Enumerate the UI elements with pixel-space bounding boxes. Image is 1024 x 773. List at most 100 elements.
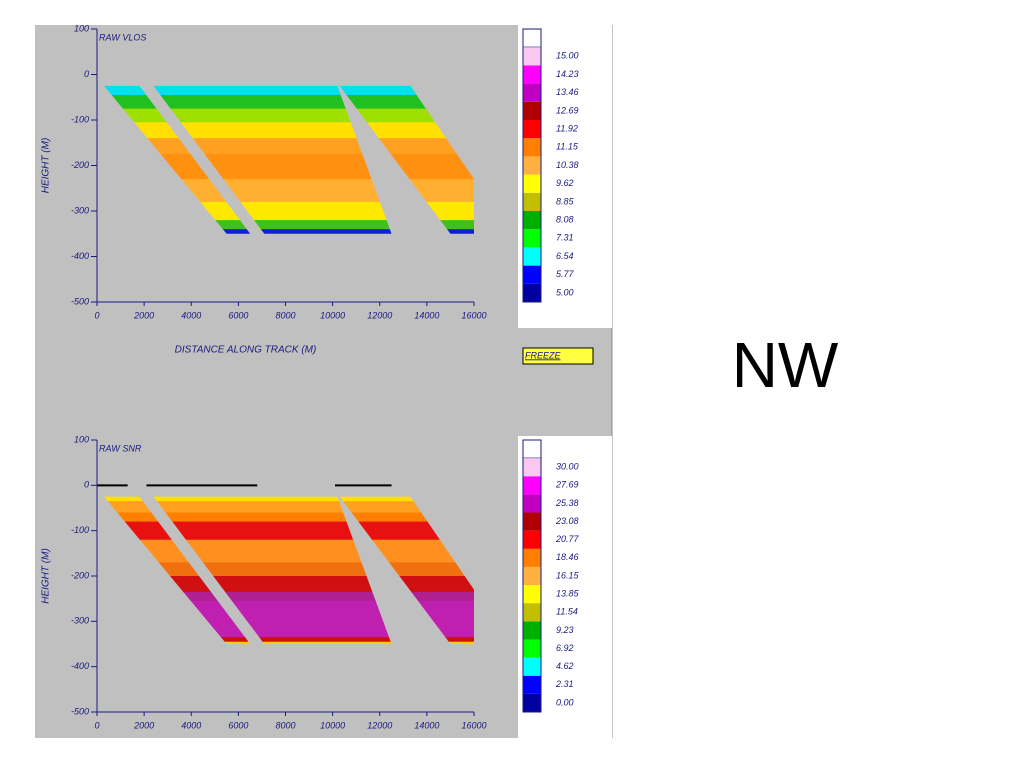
colorbar-label: 16.15 bbox=[556, 570, 580, 580]
swath-band bbox=[153, 229, 392, 234]
colorbar-box bbox=[523, 639, 541, 658]
swath-band bbox=[339, 512, 474, 523]
colorbar-box bbox=[523, 566, 541, 586]
colorbar-frame bbox=[522, 439, 542, 713]
x-axis-label: DISTANCE ALONG TRACK (M) bbox=[175, 345, 317, 356]
colorbar-box bbox=[523, 603, 541, 622]
y-tick-label: -100 bbox=[71, 114, 89, 124]
swath-band bbox=[339, 85, 474, 96]
colorbar-box bbox=[523, 476, 541, 495]
y-tick-label: -100 bbox=[71, 525, 89, 535]
colorbar-label: 30.00 bbox=[556, 462, 579, 472]
colorbar-box bbox=[523, 657, 541, 676]
colorbar-box bbox=[523, 229, 541, 248]
colorbar-box bbox=[523, 530, 541, 549]
swath-band bbox=[153, 562, 392, 577]
colorbar-label: 4.62 bbox=[556, 661, 574, 671]
swath-band bbox=[153, 641, 392, 644]
swath-band bbox=[153, 122, 392, 139]
colorbar-label: 7.31 bbox=[556, 233, 574, 243]
colorbar-label: 5.77 bbox=[556, 269, 575, 279]
swath-band bbox=[153, 637, 392, 643]
colorbar-box bbox=[523, 65, 541, 84]
colorbar-label: 20.77 bbox=[555, 534, 580, 544]
x-tick-label: 0 bbox=[94, 310, 99, 320]
colorbar-box bbox=[523, 138, 541, 157]
colorbar-top bbox=[522, 439, 542, 459]
colorbar-label: 2.31 bbox=[555, 679, 574, 689]
swath-band bbox=[153, 94, 392, 110]
y-axis-label: HEIGHT (M) bbox=[41, 548, 52, 604]
colorbar-box bbox=[523, 512, 541, 531]
y-tick-label: -400 bbox=[71, 661, 89, 671]
x-tick-label: 8000 bbox=[275, 720, 295, 730]
colorbar-label: 5.00 bbox=[556, 287, 574, 297]
x-tick-label: 6000 bbox=[228, 310, 248, 320]
x-tick-label: 16000 bbox=[461, 720, 486, 730]
y-tick-label: 100 bbox=[74, 23, 89, 33]
chart-title: RAW VLOS bbox=[99, 32, 146, 42]
colorbar-label: 11.54 bbox=[556, 607, 578, 617]
y-tick-label: -200 bbox=[71, 570, 89, 580]
x-tick-label: 8000 bbox=[275, 310, 295, 320]
colorbar-label: 25.38 bbox=[555, 498, 579, 508]
y-tick-label: -400 bbox=[71, 251, 89, 261]
colorbar-label: 10.38 bbox=[556, 160, 579, 170]
colorbar-label: 12.69 bbox=[556, 105, 579, 115]
x-tick-label: 14000 bbox=[414, 720, 439, 730]
colorbar-label: 6.54 bbox=[556, 251, 574, 261]
colorbar-box bbox=[523, 494, 541, 513]
colorbar-label: 6.92 bbox=[556, 643, 574, 653]
colorbar-box bbox=[523, 83, 541, 102]
freeze-button[interactable] bbox=[522, 347, 594, 365]
colorbar-label: 8.08 bbox=[556, 214, 574, 224]
swath-band bbox=[153, 220, 392, 230]
colorbar-box bbox=[523, 192, 541, 211]
x-tick-label: 4000 bbox=[181, 720, 201, 730]
y-tick-label: -300 bbox=[71, 205, 89, 215]
x-tick-label: 2000 bbox=[133, 310, 154, 320]
colorbar-label: 18.46 bbox=[556, 552, 579, 562]
colorbar-box bbox=[523, 548, 541, 567]
x-tick-label: 4000 bbox=[181, 310, 201, 320]
colorbar-label: 15.00 bbox=[556, 51, 579, 61]
x-tick-label: 10000 bbox=[320, 310, 345, 320]
colorbar-label: 8.85 bbox=[556, 196, 575, 206]
x-tick-label: 6000 bbox=[228, 720, 248, 730]
colorbar-box bbox=[523, 174, 541, 193]
x-tick-label: 12000 bbox=[367, 720, 392, 730]
colorbar-box bbox=[523, 283, 541, 302]
y-tick-label: -200 bbox=[71, 160, 89, 170]
swath-band bbox=[153, 496, 392, 502]
chart-title: RAW SNR bbox=[99, 443, 142, 453]
colorbar-box bbox=[523, 675, 541, 694]
slide-label: NW bbox=[732, 329, 839, 401]
x-tick-label: 14000 bbox=[414, 310, 439, 320]
colorbar-label: 13.85 bbox=[556, 589, 580, 599]
swath-band bbox=[153, 108, 392, 123]
swath-band bbox=[153, 501, 392, 514]
freeze-label[interactable]: FREEZE bbox=[525, 350, 562, 360]
swath-band bbox=[153, 539, 392, 563]
colorbar-box bbox=[523, 458, 541, 477]
x-tick-label: 0 bbox=[94, 720, 99, 730]
y-tick-label: -500 bbox=[71, 296, 89, 306]
colorbar-label: 23.08 bbox=[555, 516, 579, 526]
colorbar-box bbox=[523, 693, 541, 712]
colorbar-label: 9.62 bbox=[556, 178, 574, 188]
colorbar-label: 9.23 bbox=[556, 625, 574, 635]
swath-band bbox=[153, 591, 392, 602]
swath-band bbox=[339, 501, 474, 514]
x-tick-label: 16000 bbox=[461, 310, 486, 320]
colorbar-box bbox=[523, 265, 541, 284]
colorbar-label: 0.00 bbox=[556, 697, 574, 707]
x-tick-label: 10000 bbox=[320, 720, 345, 730]
colorbar-label: 11.92 bbox=[556, 123, 578, 133]
y-tick-label: -500 bbox=[71, 706, 89, 716]
swath-band bbox=[339, 496, 474, 502]
colorbar-label: 27.69 bbox=[555, 480, 579, 490]
x-tick-label: 12000 bbox=[367, 310, 392, 320]
y-tick-label: 0 bbox=[84, 480, 89, 490]
swath-band bbox=[153, 138, 392, 155]
